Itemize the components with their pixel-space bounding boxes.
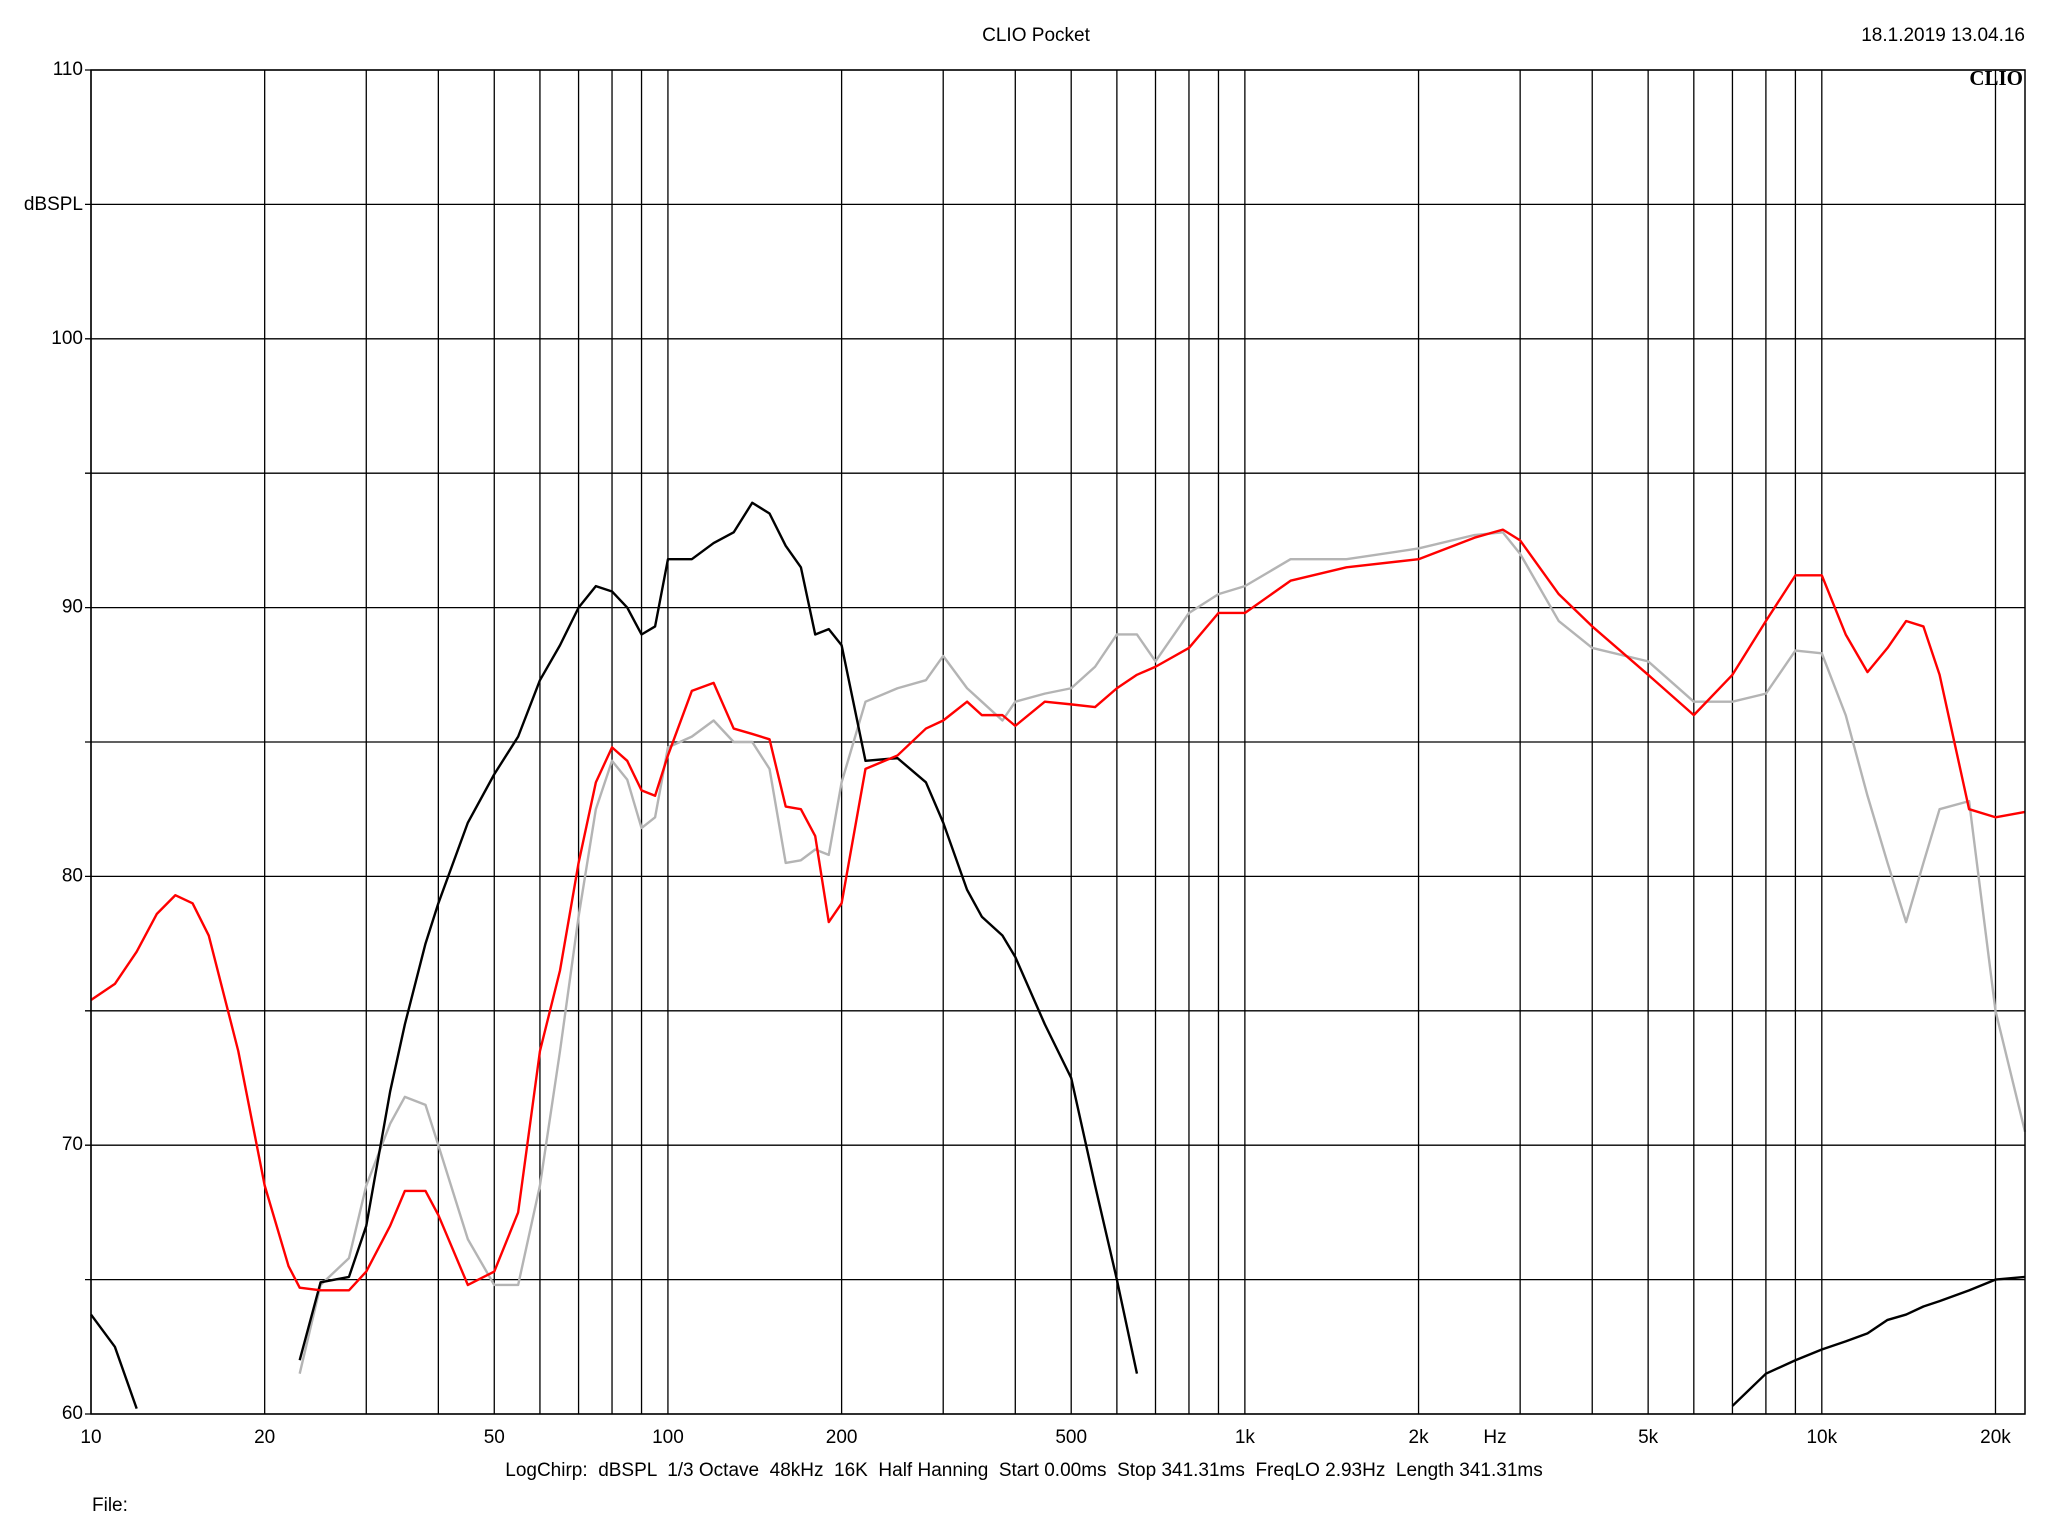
x-tick-label: 20 [254,1427,275,1448]
y-axis-label: dBSPL [24,194,83,215]
chart-title: CLIO Pocket [982,25,1090,46]
series-line [298,531,2027,1374]
y-tick-label: 110 [53,59,83,80]
x-tick-label: 2k [1409,1427,1430,1448]
grid [85,69,2025,1415]
file-label: File: [92,1495,128,1516]
x-tick-label: 50 [484,1427,505,1448]
footer: LogChirp: dBSPL 1/3 Octave 48kHz 16K Hal… [505,1460,1543,1481]
x-tick-label: 1k [1235,1427,1256,1448]
x-tick-label: 100 [652,1427,684,1448]
x-tick-label: 10k [1806,1427,1837,1448]
series-line [90,501,2026,1410]
y-tick-label: 90 [62,597,83,618]
y-tick-label: 70 [62,1134,83,1155]
x-axis-label: Hz [1483,1427,1506,1448]
timestamp: 18.1.2019 13.04.16 [1861,25,2025,46]
plot-frame [90,69,2026,1415]
y-tick-label: 80 [62,865,83,886]
series-line [90,528,2026,1292]
y-tick-label: 100 [51,328,83,349]
x-tick-label: 5k [1638,1427,1659,1448]
x-tick-label: 500 [1055,1427,1087,1448]
y-tick-label: 60 [62,1403,83,1424]
x-tick-label: 10 [80,1427,101,1448]
plot-lines [90,501,2027,1410]
logo: CLIO [1969,66,2023,90]
x-tick-label: 200 [826,1427,858,1448]
x-tick-label: 20k [1980,1427,2011,1448]
